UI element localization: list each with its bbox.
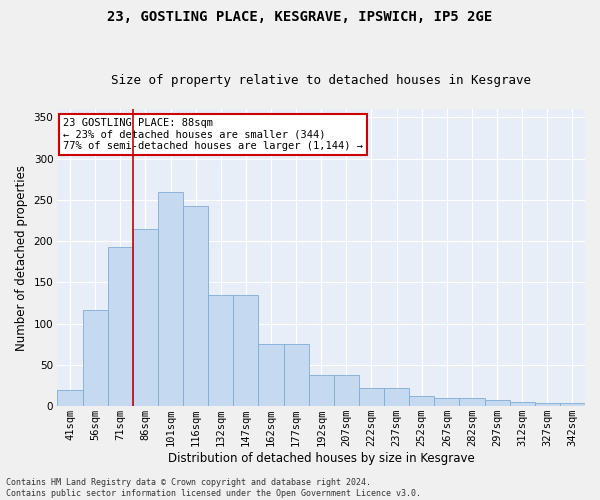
Bar [334, 375, 359, 406]
Bar [133, 228, 158, 406]
Text: 23 GOSTLING PLACE: 88sqm
← 23% of detached houses are smaller (344)
77% of semi-: 23 GOSTLING PLACE: 88sqm ← 23% of detach… [63, 118, 363, 151]
Bar [535, 403, 560, 406]
Bar [384, 388, 409, 406]
Bar [183, 206, 208, 406]
Bar [308, 375, 334, 406]
Bar [158, 192, 183, 406]
Bar [83, 310, 108, 406]
Bar [434, 398, 460, 406]
Bar [284, 344, 308, 406]
Bar [460, 398, 485, 406]
Bar [485, 400, 509, 406]
Bar [409, 396, 434, 406]
Bar [208, 294, 233, 406]
Text: 23, GOSTLING PLACE, KESGRAVE, IPSWICH, IP5 2GE: 23, GOSTLING PLACE, KESGRAVE, IPSWICH, I… [107, 10, 493, 24]
Bar [233, 294, 259, 406]
Text: Contains HM Land Registry data © Crown copyright and database right 2024.
Contai: Contains HM Land Registry data © Crown c… [6, 478, 421, 498]
X-axis label: Distribution of detached houses by size in Kesgrave: Distribution of detached houses by size … [168, 452, 475, 465]
Y-axis label: Number of detached properties: Number of detached properties [15, 164, 28, 350]
Bar [259, 344, 284, 406]
Bar [58, 390, 83, 406]
Bar [359, 388, 384, 406]
Bar [108, 247, 133, 406]
Bar [560, 403, 585, 406]
Bar [509, 402, 535, 406]
Title: Size of property relative to detached houses in Kesgrave: Size of property relative to detached ho… [111, 74, 531, 87]
